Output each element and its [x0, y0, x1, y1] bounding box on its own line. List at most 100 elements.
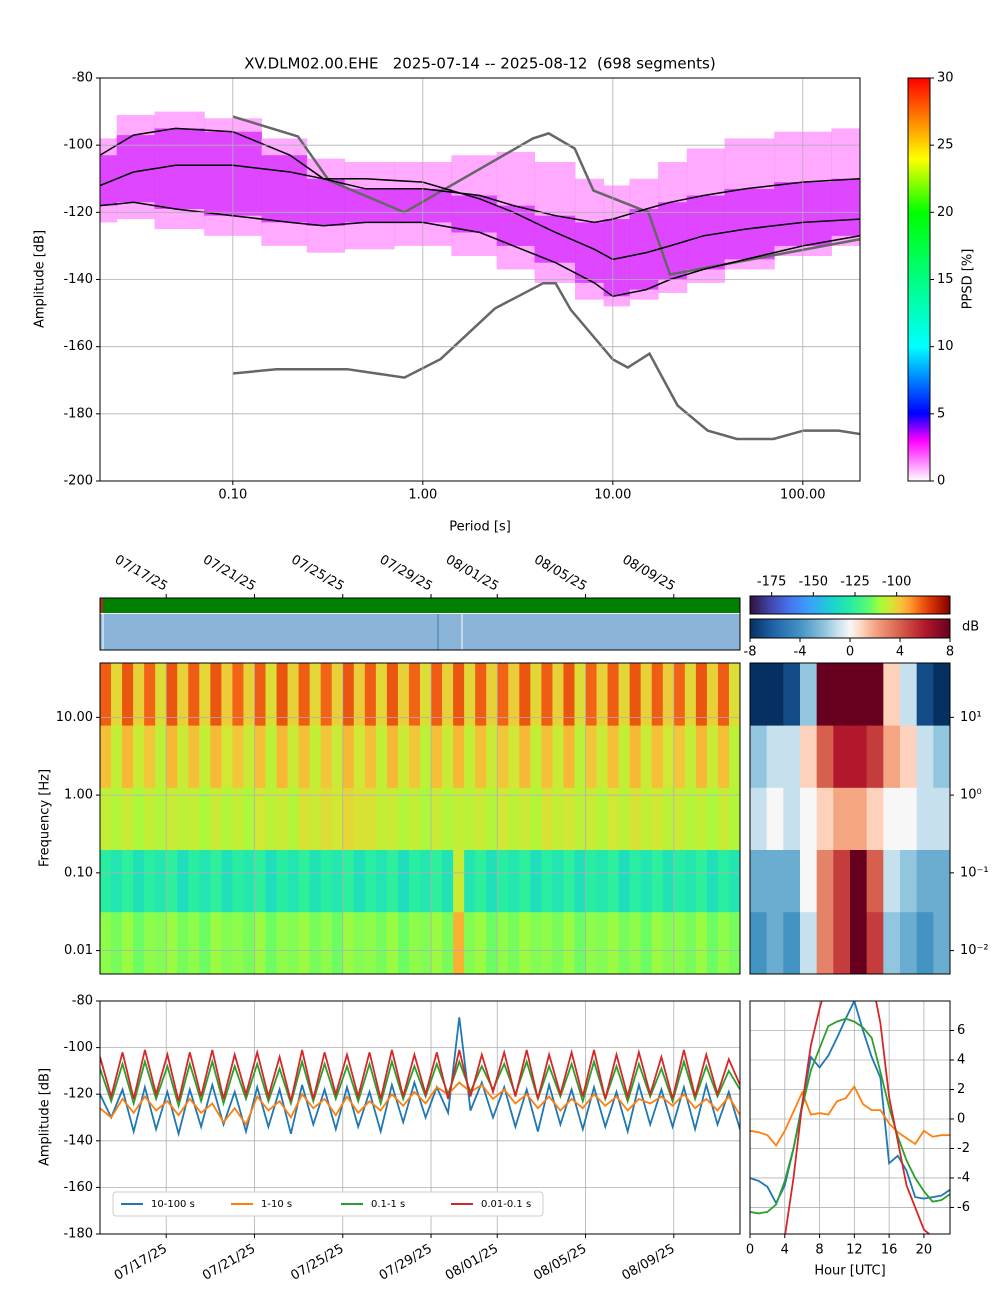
spectrogram-cell [563, 911, 575, 975]
y-tick-label: -160 [63, 1180, 93, 1195]
spectrogram-cell [717, 849, 730, 913]
spectrogram-cell [177, 663, 189, 726]
spectrogram-cell [221, 787, 233, 850]
colorbar [750, 619, 950, 638]
spectrogram-cell [695, 911, 708, 975]
spectrogram-cell [188, 663, 200, 726]
x-tick-label: 07/25/25 [288, 552, 346, 594]
legend-label: 10-100 s [151, 1199, 195, 1210]
heatmap-cell [933, 725, 951, 788]
colorbar [750, 596, 950, 614]
spectrogram-cell [353, 725, 366, 788]
axes-frame [99, 77, 861, 482]
heatmap-cell [866, 787, 884, 850]
y-tick-label: 0.01 [64, 943, 93, 958]
spectrogram-cell [431, 663, 443, 726]
spectrogram-cell [155, 725, 167, 788]
spectrogram-cell [320, 787, 333, 850]
y-tick-label: 1.00 [64, 788, 93, 803]
spectrogram-cell [188, 787, 200, 850]
spectrogram-cell [254, 725, 266, 788]
spectrogram-cell [342, 725, 355, 788]
colorbar-label: dB [962, 620, 979, 635]
legend-label: 1-10 s [261, 1199, 292, 1210]
x-tick-label: 16 [881, 1243, 898, 1258]
heatmap-cell [750, 911, 768, 975]
heatmap-cell [816, 663, 834, 726]
density-core [100, 155, 118, 206]
spectrogram-cell [298, 725, 311, 788]
colorbar-tick-label: 15 [937, 272, 954, 287]
spectrogram-cell [210, 725, 222, 788]
spectrogram-cell [199, 663, 211, 726]
density-core [116, 135, 156, 203]
spectrogram-cell [331, 911, 344, 975]
spectrogram-cell [497, 911, 509, 975]
availability-bar [100, 598, 740, 613]
spectrogram-cell [464, 725, 476, 788]
heatmap-cell [866, 849, 884, 913]
spectrogram-cell [596, 849, 608, 913]
y-tick-label: 10⁻¹ [960, 865, 989, 880]
spectrogram-cell [662, 849, 675, 913]
chart-title: XV.DLM02.00.EHE 2025-07-14 -- 2025-08-12… [244, 55, 715, 73]
spectrogram-cell [133, 663, 145, 726]
series-line [750, 1017, 950, 1215]
density-core [831, 178, 860, 236]
spectrogram-cell [188, 725, 200, 788]
spectrogram-cell [728, 787, 741, 850]
spectrogram-cell [397, 911, 410, 975]
spectrogram-cell [420, 787, 432, 850]
spectrogram-cell [717, 787, 730, 850]
y-tick-label: -140 [63, 272, 93, 287]
spectrogram-cell [431, 787, 443, 850]
spectrogram-cell [221, 663, 233, 726]
spectrogram-cell [684, 725, 697, 788]
heatmap-cell [816, 787, 834, 850]
spectrogram-cell [486, 787, 498, 850]
spectrogram-cell [254, 663, 266, 726]
x-tick-label: 08/01/25 [443, 552, 501, 594]
heatmap-cell [900, 663, 918, 726]
spectrogram-cell [144, 787, 156, 850]
plot-area [750, 1001, 950, 1234]
spectrogram-cell [607, 849, 620, 913]
spectrogram-cell [475, 849, 487, 913]
spectrogram-cell [453, 787, 465, 850]
spectrogram-cell [629, 725, 642, 788]
x-tick-label: 8 [815, 1243, 823, 1258]
spectrogram-cell [232, 663, 244, 726]
spectrogram-cell [232, 787, 244, 850]
heatmap-cell [833, 787, 851, 850]
spectrogram-cell [210, 787, 222, 850]
spectrogram-cell [464, 849, 476, 913]
noise-model [232, 281, 860, 441]
spectrogram-cell [673, 849, 686, 913]
spectrogram-cell [640, 663, 653, 726]
spectrogram-cell [508, 663, 520, 726]
spectrogram-cell [309, 849, 322, 913]
y-tick-label: -120 [63, 1087, 93, 1102]
spectrogram-cell [695, 849, 708, 913]
spectrogram-cell [684, 663, 697, 726]
spectrogram-cell [232, 725, 244, 788]
y-tick-label: 4 [957, 1052, 965, 1067]
spectrogram-cell [596, 787, 608, 850]
heatmap-cell [883, 725, 901, 788]
spectrogram-cell [431, 911, 443, 975]
spectrogram-cell [342, 787, 355, 850]
colorbar-tick-label: 4 [896, 645, 904, 660]
spectrogram-cell [706, 787, 719, 850]
spectrogram-cell [684, 911, 697, 975]
x-tick-label: 07/21/25 [200, 552, 258, 594]
spectrogram-cell [717, 725, 730, 788]
spectrogram-cell [408, 663, 421, 726]
spectrogram-cell [563, 663, 575, 726]
spectrogram-cell [530, 911, 542, 975]
heatmap-cell [750, 849, 768, 913]
axes-frame [99, 662, 741, 975]
colorbar-tick-label: 30 [937, 71, 954, 86]
plot-area [100, 111, 860, 441]
spectrogram-cell [210, 911, 222, 975]
y-tick-label: -180 [63, 406, 93, 421]
